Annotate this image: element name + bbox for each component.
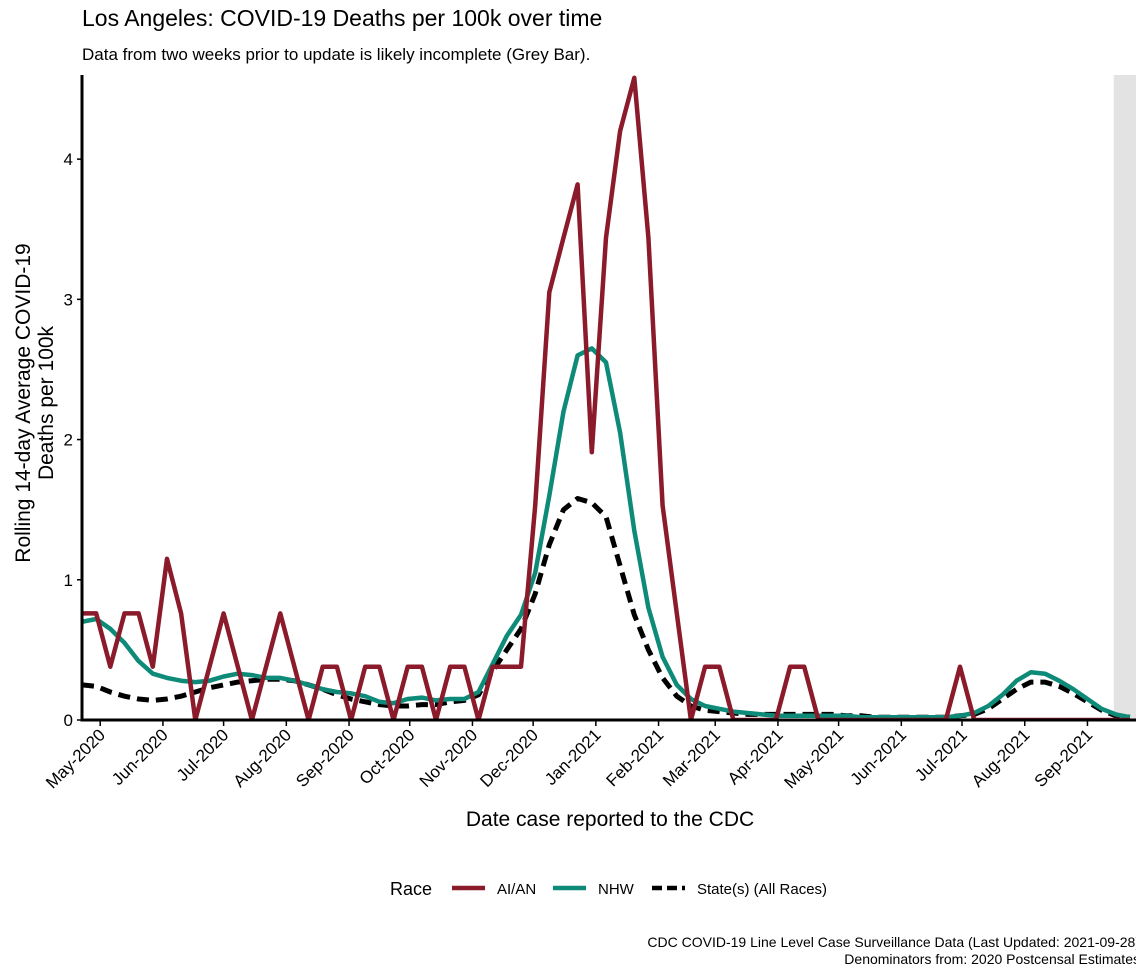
x-tick-label: Sep-2021 <box>1031 725 1097 791</box>
x-tick-label: Nov-2020 <box>416 725 482 791</box>
x-tick-label: Aug-2020 <box>230 725 296 791</box>
y-tick-label: 4 <box>64 150 73 169</box>
x-tick-label: May-2021 <box>781 725 848 792</box>
x-tick-label: Sep-2020 <box>292 725 358 791</box>
caption: Denominators from: 2020 Postcensal Estim… <box>844 951 1136 967</box>
x-tick-label: Jun-2020 <box>108 725 172 789</box>
x-tick-label: Mar-2021 <box>659 725 724 790</box>
y-axis-label: Rolling 14-day Average COVID-19 <box>12 243 35 562</box>
x-tick-label: Jan-2021 <box>541 725 605 789</box>
x-tick-label: Oct-2020 <box>356 725 419 788</box>
y-tick-label: 1 <box>64 571 73 590</box>
legend-label: AI/AN <box>497 881 536 898</box>
x-tick-label: Jul-2021 <box>911 725 971 785</box>
x-axis-label: Date case reported to the CDC <box>466 808 754 831</box>
caption: CDC COVID-19 Line Level Case Surveillanc… <box>647 934 1136 950</box>
series-line <box>82 346 1131 720</box>
legend-label: State(s) (All Races) <box>697 881 827 898</box>
y-axis-label: Deaths per 100k <box>35 325 58 480</box>
y-tick-label: 2 <box>64 431 73 450</box>
incomplete-region <box>1113 75 1136 720</box>
x-tick-label: Apr-2021 <box>724 725 787 788</box>
y-tick-label: 0 <box>64 711 73 730</box>
y-tick-label: 3 <box>64 290 73 309</box>
x-tick-label: Feb-2021 <box>602 725 667 790</box>
series-line <box>82 496 1131 720</box>
chart-title: Los Angeles: COVID-19 Deaths per 100k ov… <box>82 5 602 31</box>
x-tick-label: Jun-2021 <box>847 725 911 789</box>
legend-label: NHW <box>598 881 635 898</box>
x-tick-label: Aug-2021 <box>968 725 1034 791</box>
series-line <box>82 75 1130 720</box>
x-tick-label: May-2020 <box>42 725 109 792</box>
chart-subtitle: Data from two weeks prior to update is l… <box>82 45 590 64</box>
x-tick-label: Dec-2020 <box>476 725 542 791</box>
legend-title: Race <box>390 879 432 899</box>
x-tick-label: Jul-2020 <box>173 725 233 785</box>
